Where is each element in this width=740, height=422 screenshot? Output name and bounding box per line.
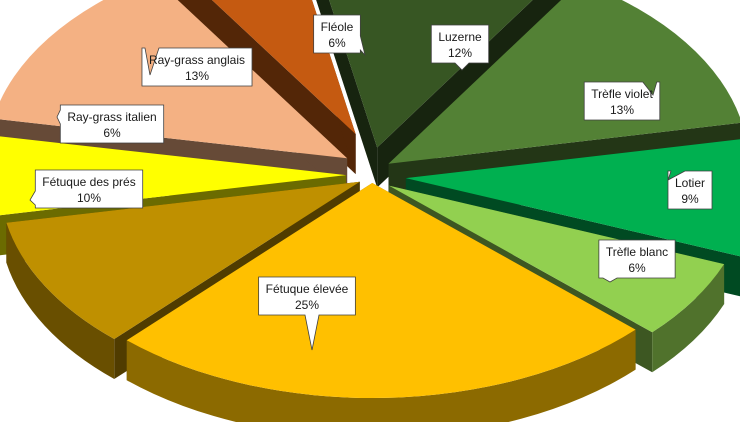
callout-fetuque-des-pres: Fétuque des prés 10% xyxy=(29,169,144,209)
callout-box-fleole xyxy=(313,14,366,57)
pie-slice-outer-face xyxy=(6,222,115,380)
callout-label-trefle-violet: Trèfle violet xyxy=(591,87,653,101)
callout-box-ray-grass-italien xyxy=(56,104,165,144)
pie-slice-outer-face xyxy=(126,329,636,422)
callout-box-fetuque-des-pres xyxy=(29,169,144,209)
callout-label-fleole: Fléole xyxy=(321,20,354,34)
callout-ray-grass-italien: Ray-grass italien 6% xyxy=(56,104,165,144)
callout-box-luzerne xyxy=(430,24,490,71)
callout-trefle-violet: Trèfle violet 13% xyxy=(583,81,661,121)
callout-box-ray-grass-anglais xyxy=(141,47,253,87)
callout-value-ray-grass-italien: 6% xyxy=(103,126,121,140)
pie-slice-lotier xyxy=(405,139,740,257)
pie-slice-radial-face xyxy=(316,0,378,188)
pie-slice-tops xyxy=(0,0,740,398)
pie-slice-trefle-violet xyxy=(388,0,740,164)
pie-slice-trefle-blanc xyxy=(388,185,725,333)
callout-value-fetuque-des-pres: 10% xyxy=(77,191,101,205)
callout-fetuque-elevee: Fétuque élevée 25% xyxy=(258,276,356,351)
callout-value-ray-grass-anglais: 13% xyxy=(185,69,209,83)
pie-callouts: Luzerne 12% Trèfle violet 13% Lotier 9% Trèfle… xyxy=(29,14,713,351)
callout-lotier: Lotier 9% xyxy=(667,170,713,210)
callout-label-ray-grass-italien: Ray-grass italien xyxy=(67,110,156,124)
callout-label-fetuque-des-pres: Fétuque des prés xyxy=(42,175,135,189)
pie-slice-outer-face xyxy=(652,264,725,373)
callout-ray-grass-anglais: Ray-grass anglais 13% xyxy=(141,47,253,87)
callout-value-luzerne: 12% xyxy=(448,46,472,60)
callout-value-trefle-blanc: 6% xyxy=(628,261,646,275)
callout-box-lotier xyxy=(667,170,713,210)
callout-label-fetuque-elevee: Fétuque élevée xyxy=(266,282,349,296)
callout-value-trefle-violet: 13% xyxy=(610,103,634,117)
callout-luzerne: Luzerne 12% xyxy=(430,24,490,71)
pie-slice-fetuque-elevee xyxy=(126,182,636,398)
callout-label-lotier: Lotier xyxy=(675,176,705,190)
callout-box-trefle-blanc xyxy=(598,239,676,283)
callout-value-fetuque-elevee: 25% xyxy=(295,298,319,312)
callout-value-lotier: 9% xyxy=(681,192,699,206)
callout-label-trefle-blanc: Trèfle blanc xyxy=(606,245,668,259)
callout-value-fleole: 6% xyxy=(328,36,346,50)
callout-label-luzerne: Luzerne xyxy=(438,30,482,44)
callout-trefle-blanc: Trèfle blanc 6% xyxy=(598,239,676,283)
callout-fleole: Fléole 6% xyxy=(313,14,366,57)
callout-box-fetuque-elevee xyxy=(258,276,356,351)
callout-label-ray-grass-anglais: Ray-grass anglais xyxy=(149,53,245,67)
pie-slice-fetuque-des-pres xyxy=(6,181,360,340)
callout-box-trefle-violet xyxy=(583,81,661,121)
